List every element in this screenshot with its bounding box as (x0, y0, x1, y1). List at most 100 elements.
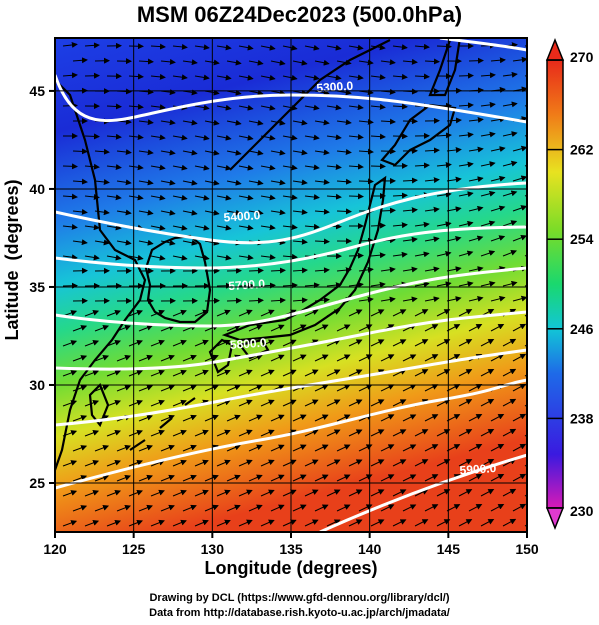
wind-arrow (348, 133, 364, 140)
wind-arrow (326, 429, 341, 437)
wind-arrow (446, 384, 461, 392)
wind-arrow (446, 504, 461, 512)
wind-arrow (182, 119, 198, 126)
wind-arrow (468, 116, 484, 123)
wind-arrow (106, 133, 122, 140)
wind-arrow (260, 74, 276, 81)
wind-vectors (62, 41, 548, 541)
colorbar-tick-label: 246 (570, 321, 594, 337)
wind-arrow (502, 71, 518, 78)
wind-arrow (314, 59, 330, 66)
wind-arrow (172, 489, 187, 497)
wind-arrow (326, 134, 342, 141)
wind-arrow (292, 414, 307, 422)
chart-title: MSM 06Z24Dec2023 (500.0hPa) (136, 2, 463, 27)
wind-arrow (336, 148, 352, 155)
wind-arrow (490, 175, 506, 182)
wind-arrow (304, 369, 319, 377)
wind-arrow (106, 519, 122, 527)
wind-arrow (336, 504, 351, 512)
wind-arrow (138, 149, 154, 156)
wind-arrow (238, 254, 254, 261)
wind-arrow (424, 177, 440, 184)
wind-arrow (292, 297, 308, 304)
wind-arrow (128, 194, 144, 201)
wind-arrow (94, 505, 110, 512)
wind-arrow (172, 429, 187, 437)
wind-arrow (348, 163, 364, 170)
wind-arrow (304, 309, 319, 317)
wind-arrow (458, 459, 473, 467)
wind-arrow (490, 323, 505, 332)
wind-arrow (535, 504, 547, 511)
wind-arrow (402, 354, 417, 362)
wind-arrow (304, 134, 320, 141)
wind-arrow (348, 339, 363, 347)
wind-arrow (424, 354, 439, 362)
wind-arrow (150, 429, 165, 437)
wind-arrow (270, 444, 285, 452)
colorbar: 270 262 254 246 238 230 (545, 37, 594, 531)
coastline-honshu (221, 175, 387, 342)
wind-arrow (172, 339, 187, 347)
wind-arrow (138, 474, 153, 482)
wind-arrow (380, 266, 396, 273)
wind-arrow (348, 399, 363, 407)
wind-arrow (490, 57, 506, 64)
wind-arrow (260, 459, 275, 467)
wind-arrow (238, 104, 254, 111)
wind-arrow (238, 309, 253, 317)
colorbar-tick-label: 262 (570, 142, 594, 158)
wind-arrow (370, 489, 385, 497)
y-tick-label: 45 (29, 83, 45, 99)
wind-arrow (535, 176, 548, 181)
wind-arrow (468, 266, 484, 272)
wind-arrow (172, 309, 187, 317)
x-axis-ticks: 120 125 130 135 140 145 150 (43, 532, 539, 557)
wind-arrow (314, 238, 330, 245)
wind-arrow (392, 459, 407, 467)
wind-arrow (502, 518, 517, 527)
wind-arrow (150, 134, 166, 141)
coastline-china (55, 79, 147, 471)
wind-arrow (94, 239, 110, 246)
wind-arrow (392, 103, 408, 110)
wind-arrow (380, 118, 396, 125)
wind-arrow (490, 473, 505, 482)
wind-arrow (512, 443, 527, 452)
x-tick-label: 130 (201, 541, 225, 557)
wind-arrow (314, 354, 329, 362)
wind-arrow (414, 489, 429, 497)
wind-arrow (480, 459, 495, 467)
wind-arrow (480, 72, 496, 79)
wind-arrow (490, 205, 506, 212)
wind-arrow (446, 296, 462, 302)
wind-arrow (95, 536, 108, 541)
wind-arrow (458, 399, 473, 407)
wind-arrow (72, 239, 88, 246)
wind-arrow (512, 234, 527, 242)
wind-arrow (402, 474, 417, 482)
wind-arrow (304, 194, 320, 201)
wind-arrow (72, 325, 88, 332)
wind-arrow (260, 164, 276, 171)
wind-arrow (326, 459, 341, 467)
wind-arrow (392, 251, 408, 258)
wind-arrow (194, 164, 210, 171)
wind-arrow (446, 354, 461, 362)
wind-arrow (248, 149, 264, 156)
wind-arrow (292, 209, 308, 216)
coastline-ryukyu (129, 397, 196, 451)
wind-arrow (106, 103, 122, 110)
wind-arrow (84, 520, 100, 527)
wind-arrow (436, 519, 451, 527)
wind-arrow (204, 474, 219, 482)
wind-arrow (216, 134, 232, 141)
wind-arrow (226, 209, 242, 216)
wind-arrow (402, 266, 418, 273)
wind-arrow (502, 220, 518, 227)
wind-arrow (348, 281, 364, 288)
wind-arrow (194, 224, 210, 231)
wind-arrow (358, 266, 374, 273)
wind-arrow (315, 535, 328, 541)
